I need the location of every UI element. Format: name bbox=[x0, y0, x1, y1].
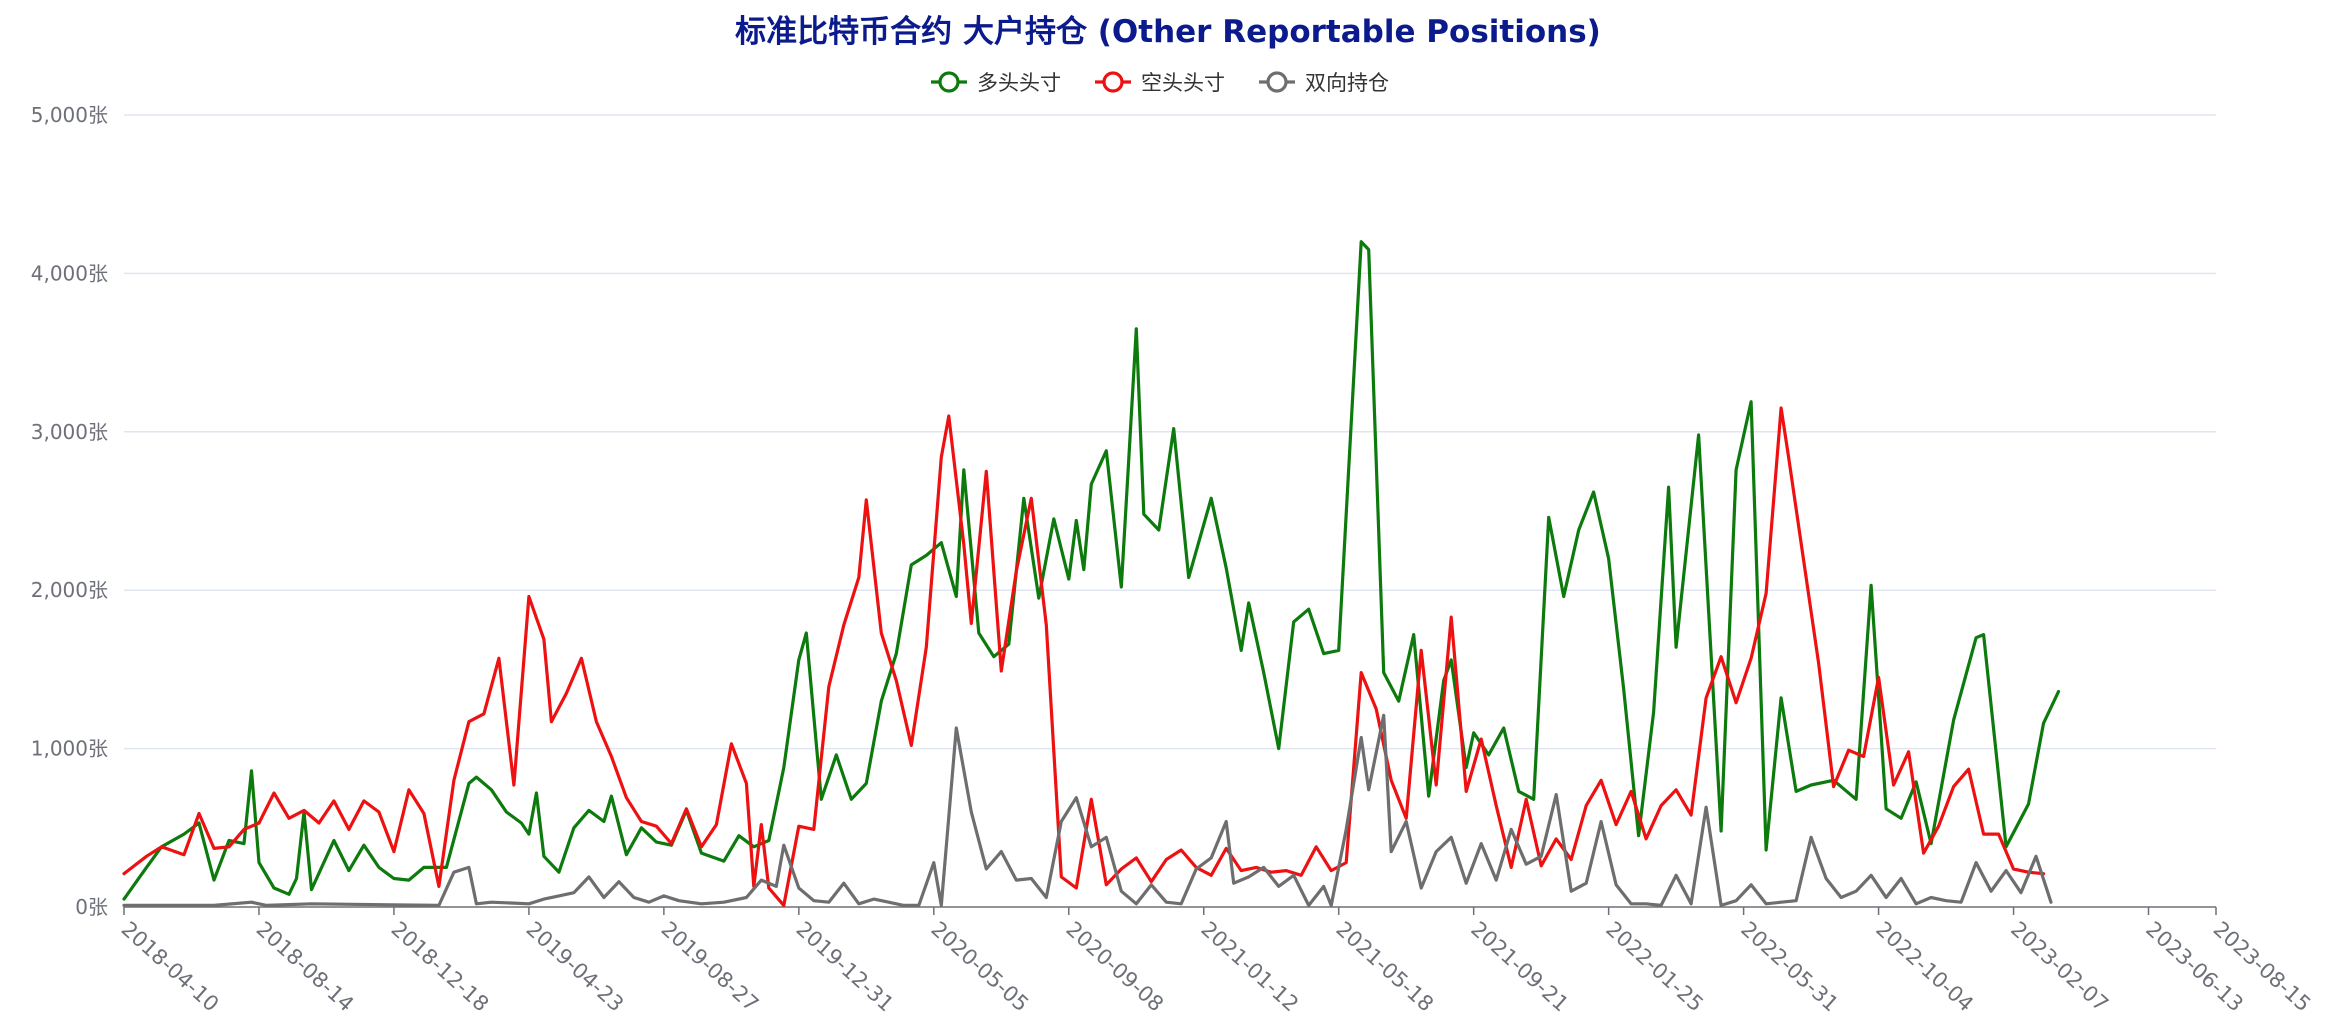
x-tick-label: 2020-09-08 bbox=[1061, 917, 1168, 1017]
y-tick-label: 0张 bbox=[75, 895, 108, 919]
series-line-1 bbox=[122, 406, 2046, 908]
y-tick-label: 1,000张 bbox=[31, 737, 108, 761]
x-tick-label: 2021-09-21 bbox=[1466, 917, 1573, 1017]
x-tick-label: 2019-04-23 bbox=[522, 917, 629, 1017]
legend-label-0: 多头头寸 bbox=[977, 71, 1061, 95]
x-tick-label: 2022-05-31 bbox=[1736, 917, 1843, 1017]
series-line-2 bbox=[122, 713, 2053, 908]
series-lines bbox=[122, 240, 2061, 908]
x-tick-label: 2018-08-14 bbox=[252, 917, 359, 1017]
x-tick-label: 2018-12-18 bbox=[387, 917, 494, 1017]
legend-label-1: 空头头寸 bbox=[1141, 71, 1225, 95]
grid-lines bbox=[124, 114, 2216, 750]
x-tick-label: 2019-08-27 bbox=[657, 917, 764, 1017]
x-tick-label: 2022-01-25 bbox=[1601, 917, 1708, 1017]
chart-title: 标准比特币合约 大户持仓 (Other Reportable Positions… bbox=[735, 14, 1601, 50]
x-tick-label: 2018-04-10 bbox=[117, 917, 224, 1017]
y-tick-label: 2,000张 bbox=[31, 578, 108, 602]
x-tick-label: 2019-12-31 bbox=[791, 917, 898, 1017]
legend-label-2: 双向持仓 bbox=[1305, 71, 1389, 95]
y-axis: 0张 1,000张 2,000张 3,000张 4,000张 5,000张 bbox=[31, 103, 108, 919]
y-tick-label: 5,000张 bbox=[31, 103, 108, 127]
x-tick-label: 2023-02-07 bbox=[2006, 917, 2113, 1017]
legend-marker-1 bbox=[1102, 71, 1124, 93]
x-tick-label: 2021-05-18 bbox=[1331, 917, 1438, 1017]
legend-marker-0 bbox=[938, 71, 960, 93]
legend-marker-2 bbox=[1266, 71, 1288, 93]
x-axis: 2018-04-10 2018-08-14 2018-12-18 2019-04-23… bbox=[117, 906, 2315, 1017]
x-tick-label: 2020-05-05 bbox=[926, 917, 1033, 1017]
y-tick-label: 4,000张 bbox=[31, 261, 108, 285]
series-line-0 bbox=[122, 240, 2061, 901]
legend: 多头头寸 空头头寸 双向持仓 bbox=[931, 71, 1389, 95]
y-tick-label: 3,000张 bbox=[31, 420, 108, 444]
x-tick-label: 2022-10-04 bbox=[1871, 917, 1978, 1017]
x-tick-label: 2021-01-12 bbox=[1196, 917, 1303, 1017]
